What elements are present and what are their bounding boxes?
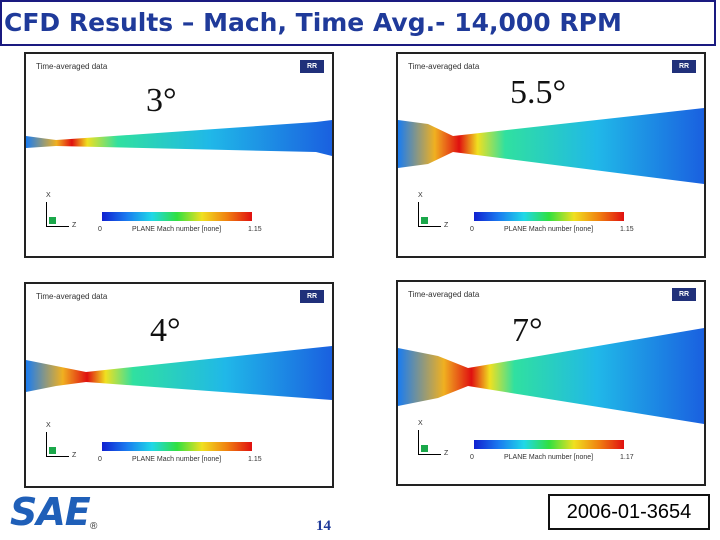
- color-bar: [102, 442, 252, 451]
- axis-z-label: Z: [72, 452, 77, 459]
- legend-min: 0: [470, 226, 474, 233]
- legend-label: PLANE Mach number [none]: [504, 226, 594, 233]
- legend-max: 1.15: [620, 226, 634, 233]
- origin-marker: [421, 217, 428, 224]
- origin-marker: [421, 445, 428, 452]
- legend-min: 0: [470, 454, 474, 461]
- cfd-panel-3deg: Time-averaged data RR 3° X Z 0 PLANE Mac…: [24, 52, 334, 258]
- plot-title: Time-averaged data: [36, 292, 108, 301]
- rr-logo-icon: RR: [672, 60, 696, 73]
- legend-min: 0: [98, 226, 102, 233]
- axis-x-label: X: [418, 192, 423, 199]
- axis-z-label: Z: [444, 222, 449, 229]
- axes-indicator: [418, 430, 441, 455]
- rr-logo-icon: RR: [300, 290, 324, 303]
- axis-x-label: X: [46, 422, 51, 429]
- axes-indicator: [46, 432, 69, 457]
- sae-logo: SAE: [10, 490, 91, 534]
- color-bar: [102, 212, 252, 221]
- mach-contour-plot: [26, 346, 332, 400]
- legend-min: 0: [98, 456, 102, 463]
- rr-logo-icon: RR: [672, 288, 696, 301]
- axis-z-label: Z: [444, 450, 449, 457]
- angle-label: 4°: [150, 312, 181, 349]
- paper-id: 2006-01-3654: [548, 494, 710, 530]
- legend-max: 1.17: [620, 454, 634, 461]
- slide-title: CFD Results – Mach, Time Avg.- 14,000 RP…: [4, 8, 622, 37]
- mach-contour-plot: [398, 108, 704, 184]
- color-bar: [474, 212, 624, 221]
- legend-label: PLANE Mach number [none]: [132, 226, 222, 233]
- angle-label: 5.5°: [510, 74, 567, 111]
- angle-label: 3°: [146, 82, 177, 119]
- rr-logo-icon: RR: [300, 60, 324, 73]
- registered-mark: ®: [90, 521, 98, 532]
- page-number: 14: [316, 518, 331, 534]
- title-box: CFD Results – Mach, Time Avg.- 14,000 RP…: [0, 0, 716, 46]
- cfd-panel-4deg: Time-averaged data RR 4° X Z 0 PLANE Mac…: [24, 282, 334, 488]
- legend-max: 1.15: [248, 456, 262, 463]
- origin-marker: [49, 217, 56, 224]
- origin-marker: [49, 447, 56, 454]
- mach-contour-plot: [26, 120, 332, 156]
- axes-indicator: [418, 202, 441, 227]
- cfd-panel-7deg: Time-averaged data RR 7° X Z 0 PLANE Mac…: [396, 280, 706, 486]
- color-bar: [474, 440, 624, 449]
- axis-x-label: X: [418, 420, 423, 427]
- plot-title: Time-averaged data: [408, 290, 480, 299]
- plot-title: Time-averaged data: [408, 62, 480, 71]
- mach-contour-plot: [398, 328, 704, 424]
- legend-label: PLANE Mach number [none]: [504, 454, 594, 461]
- legend-label: PLANE Mach number [none]: [132, 456, 222, 463]
- axes-indicator: [46, 202, 69, 227]
- cfd-panel-5-5deg: Time-averaged data RR 5.5° X Z 0 PLANE M…: [396, 52, 706, 258]
- legend-max: 1.15: [248, 226, 262, 233]
- plot-title: Time-averaged data: [36, 62, 108, 71]
- axis-z-label: Z: [72, 222, 77, 229]
- axis-x-label: X: [46, 192, 51, 199]
- angle-label: 7°: [512, 312, 543, 349]
